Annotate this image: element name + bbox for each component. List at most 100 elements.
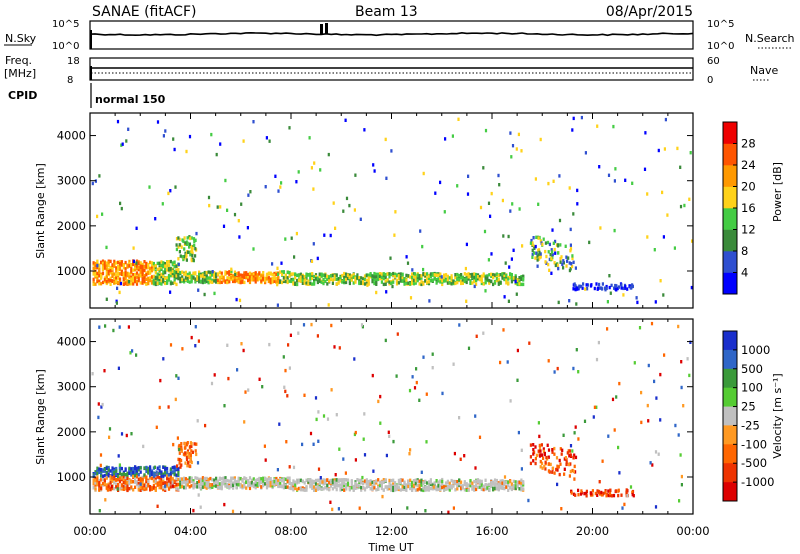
- heatmap-cell: [207, 276, 210, 280]
- heatmap-cell: [120, 472, 123, 477]
- heatmap-cell: [184, 241, 187, 245]
- heatmap-cell: [122, 266, 125, 270]
- heatmap-cell: [458, 482, 461, 486]
- heatmap-cell: [264, 482, 267, 486]
- heatmap-cell: [252, 275, 255, 279]
- x-tick-label: 04:00: [174, 524, 207, 538]
- nsky-tick-top: 10^5: [52, 19, 79, 30]
- heatmap-cell: [679, 204, 683, 209]
- heatmap-cell: [143, 475, 146, 479]
- heatmap-cell: [615, 288, 618, 292]
- heatmap-cell: [179, 465, 182, 469]
- heatmap-cell: [511, 202, 514, 206]
- heatmap-cell: [204, 278, 207, 282]
- heatmap-cell: [510, 482, 513, 486]
- heatmap-cell: [254, 480, 257, 484]
- heatmap-cell: [465, 272, 468, 277]
- heatmap-cell: [475, 334, 478, 338]
- heatmap-cell: [198, 479, 201, 484]
- heatmap-cell: [420, 280, 423, 284]
- heatmap-cell: [425, 392, 428, 396]
- heatmap-cell: [460, 281, 463, 286]
- heatmap-cell: [572, 260, 575, 264]
- heatmap-cell: [100, 260, 103, 265]
- heatmap-cell: [231, 509, 235, 514]
- heatmap-cell: [510, 155, 513, 159]
- heatmap-cell: [232, 276, 235, 280]
- heatmap-cell: [594, 491, 597, 496]
- colorbar-swatch: [723, 387, 737, 407]
- heatmap-cell: [406, 261, 410, 265]
- heatmap-cell: [118, 277, 122, 281]
- heatmap-cell: [222, 275, 225, 280]
- heatmap-cell: [407, 479, 410, 483]
- heatmap-cell: [490, 272, 493, 277]
- heatmap-cell: [98, 484, 101, 488]
- heatmap-cell: [358, 506, 361, 510]
- heatmap-cell: [248, 481, 252, 485]
- heatmap-cell: [501, 198, 504, 203]
- freq-unit-label: [MHz]: [4, 67, 36, 80]
- heatmap-cell: [139, 261, 142, 265]
- heatmap-cell: [593, 286, 596, 291]
- heatmap-cell: [188, 134, 192, 139]
- heatmap-cell: [194, 483, 197, 488]
- heatmap-cell: [150, 470, 154, 475]
- heatmap-cell: [196, 419, 199, 423]
- heatmap-cell: [126, 471, 129, 475]
- nsky-tick-bottom: 10^0: [52, 41, 79, 52]
- heatmap-cell: [497, 282, 500, 286]
- heatmap-cell: [544, 460, 547, 464]
- heatmap-cell: [446, 281, 449, 285]
- heatmap-cell: [569, 444, 573, 448]
- heatmap-cell: [558, 174, 561, 178]
- heatmap-cell: [143, 264, 146, 268]
- heatmap-cell: [441, 481, 444, 486]
- heatmap-cell: [126, 481, 129, 485]
- heatmap-cell: [238, 235, 241, 239]
- heatmap-cell: [599, 226, 602, 230]
- heatmap-cell: [192, 237, 196, 241]
- heatmap-cell: [145, 487, 148, 491]
- heatmap-cell: [443, 277, 446, 281]
- heatmap-cell: [411, 275, 414, 280]
- heatmap-cell: [267, 477, 270, 481]
- heatmap-cell: [573, 453, 576, 457]
- heatmap-cell: [288, 366, 291, 370]
- heatmap-cell: [125, 139, 128, 143]
- heatmap-cell: [557, 300, 560, 305]
- heatmap-cell: [563, 467, 566, 471]
- heatmap-cell: [132, 275, 135, 280]
- heatmap-cell: [395, 487, 399, 491]
- heatmap-cell: [309, 431, 313, 436]
- heatmap-cell: [192, 481, 195, 485]
- heatmap-cell: [557, 465, 560, 469]
- heatmap-cell: [292, 482, 295, 486]
- heatmap-cell: [517, 132, 520, 137]
- heatmap-cell: [241, 276, 244, 280]
- heatmap-cell: [99, 463, 102, 468]
- heatmap-cell: [335, 413, 338, 417]
- heatmap-cell: [329, 274, 333, 278]
- heatmap-cell: [362, 481, 365, 486]
- heatmap-cell: [137, 278, 140, 283]
- heatmap-cell: [507, 480, 510, 484]
- heatmap-cell: [207, 280, 210, 285]
- heatmap-cell: [335, 478, 338, 482]
- heatmap-cell: [313, 281, 316, 285]
- heatmap-cell: [273, 480, 276, 484]
- heatmap-cell: [167, 473, 171, 477]
- heatmap-cell: [620, 283, 623, 287]
- heatmap-cell: [384, 485, 387, 489]
- heatmap-cell: [553, 471, 556, 475]
- heatmap-cell: [388, 484, 391, 489]
- nsky-spike-2: [325, 23, 328, 34]
- heatmap-cell: [189, 453, 192, 457]
- heatmap-cell: [399, 488, 402, 492]
- radar-title: SANAE (fitACF): [92, 4, 196, 20]
- heatmap-cell: [173, 274, 176, 278]
- heatmap-cell: [354, 481, 357, 486]
- heatmap-cell: [536, 254, 539, 258]
- heatmap-cell: [139, 264, 142, 268]
